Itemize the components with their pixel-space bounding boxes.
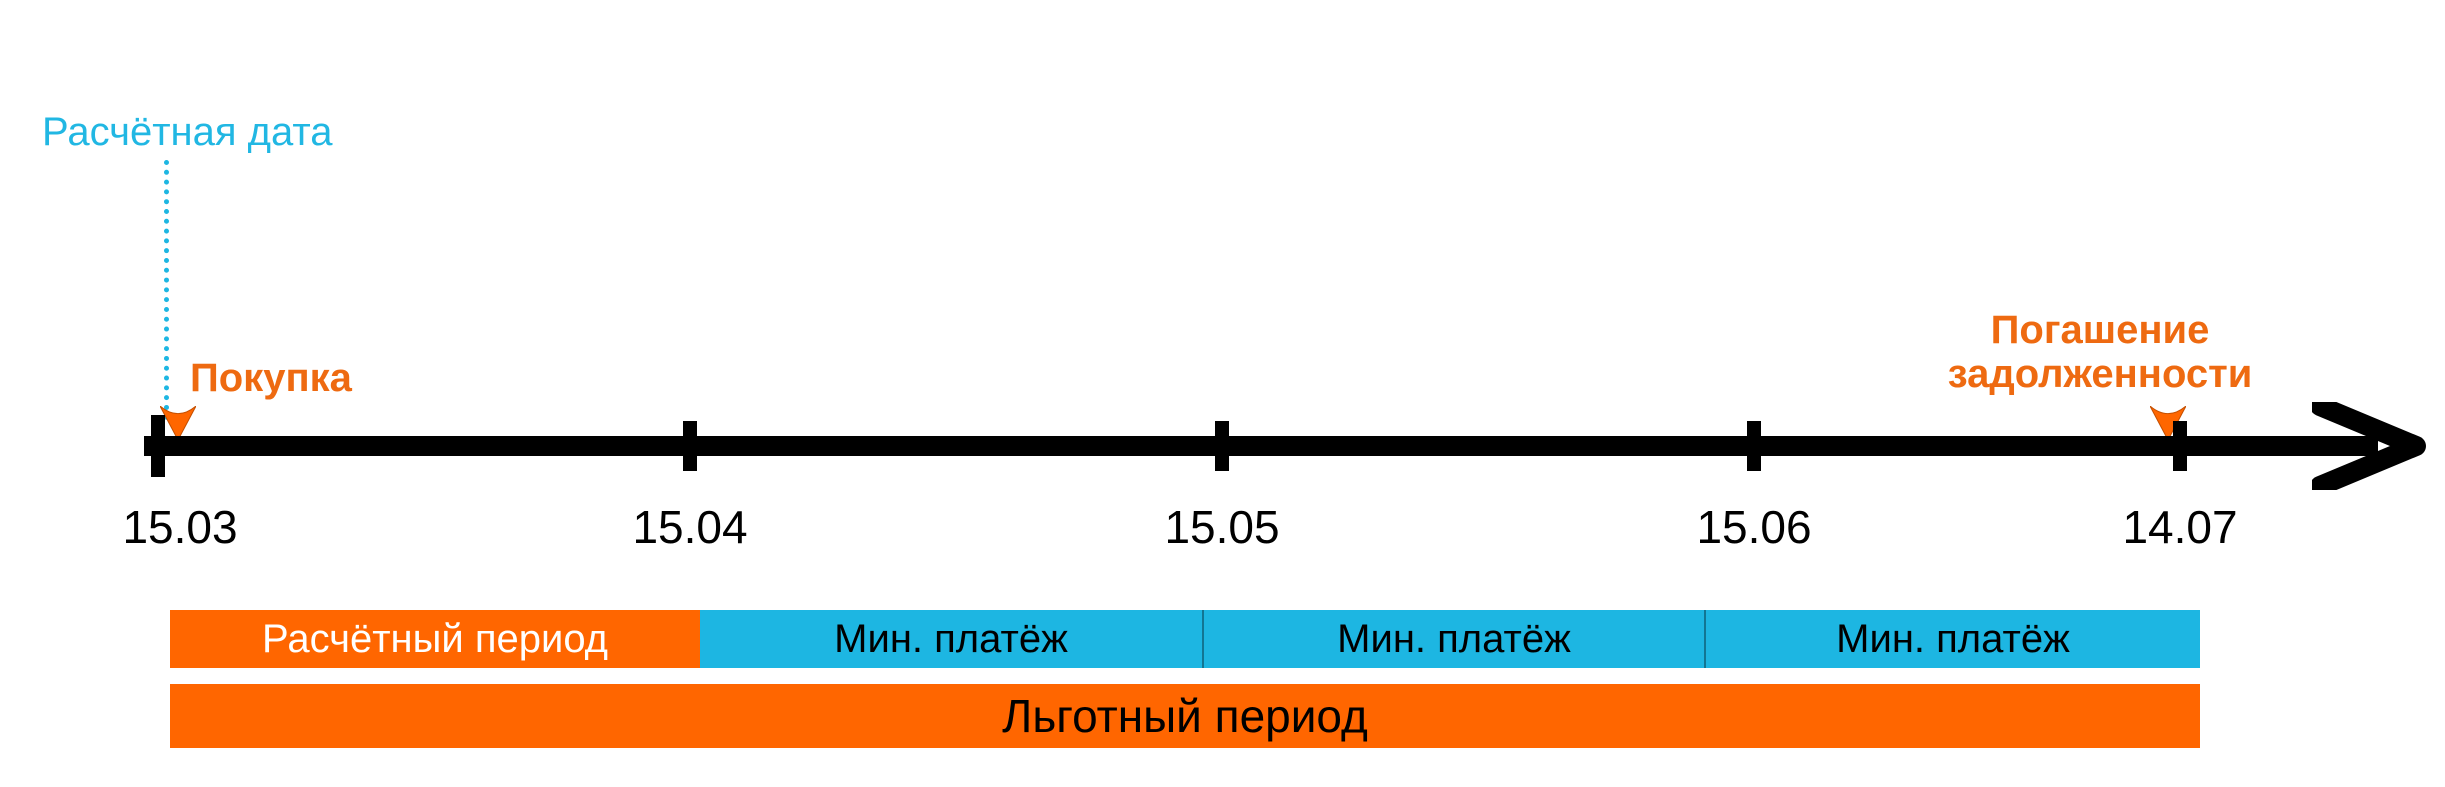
axis-line xyxy=(144,436,2378,456)
event-label: Погашение задолженности xyxy=(1948,308,2253,396)
axis-tick xyxy=(2173,421,2187,471)
axis-arrow-head-icon xyxy=(2312,402,2428,490)
axis-date-label: 15.04 xyxy=(632,500,747,554)
period-segment-label: Мин. платёж xyxy=(834,617,1068,662)
axis-tick xyxy=(1215,421,1229,471)
axis-date-label: 15.03 xyxy=(122,500,237,554)
axis-tick xyxy=(151,415,165,477)
calc-date-label: Расчётная дата xyxy=(42,110,333,155)
periods-bar: Расчётный период Мин. платёж Мин. платёж Ми… xyxy=(170,610,2200,668)
timeline-diagram: Расчётная дата Покупка Погашение задолжен… xyxy=(0,0,2445,787)
axis-date-label: 14.07 xyxy=(2122,500,2237,554)
axis-date-label: 15.06 xyxy=(1696,500,1811,554)
grace-period-bar: Льготный период xyxy=(170,684,2200,748)
axis-date-label: 15.05 xyxy=(1164,500,1279,554)
period-segment: Мин. платёж xyxy=(700,610,1202,668)
axis-tick xyxy=(1747,421,1761,471)
marker-arrow-icon xyxy=(160,406,196,440)
period-segment: Мин. платёж xyxy=(1202,610,1704,668)
period-segment-label: Расчётный период xyxy=(262,617,608,662)
period-segment: Мин. платёж xyxy=(1704,610,2200,668)
event-label: Покупка xyxy=(190,356,352,400)
axis-tick xyxy=(683,421,697,471)
period-segment-label: Мин. платёж xyxy=(1836,617,2070,662)
period-segment: Расчётный период xyxy=(170,610,700,668)
period-segment-label: Мин. платёж xyxy=(1337,617,1571,662)
grace-period-label: Льготный период xyxy=(1002,689,1368,743)
calc-date-dotted-line xyxy=(164,160,169,420)
